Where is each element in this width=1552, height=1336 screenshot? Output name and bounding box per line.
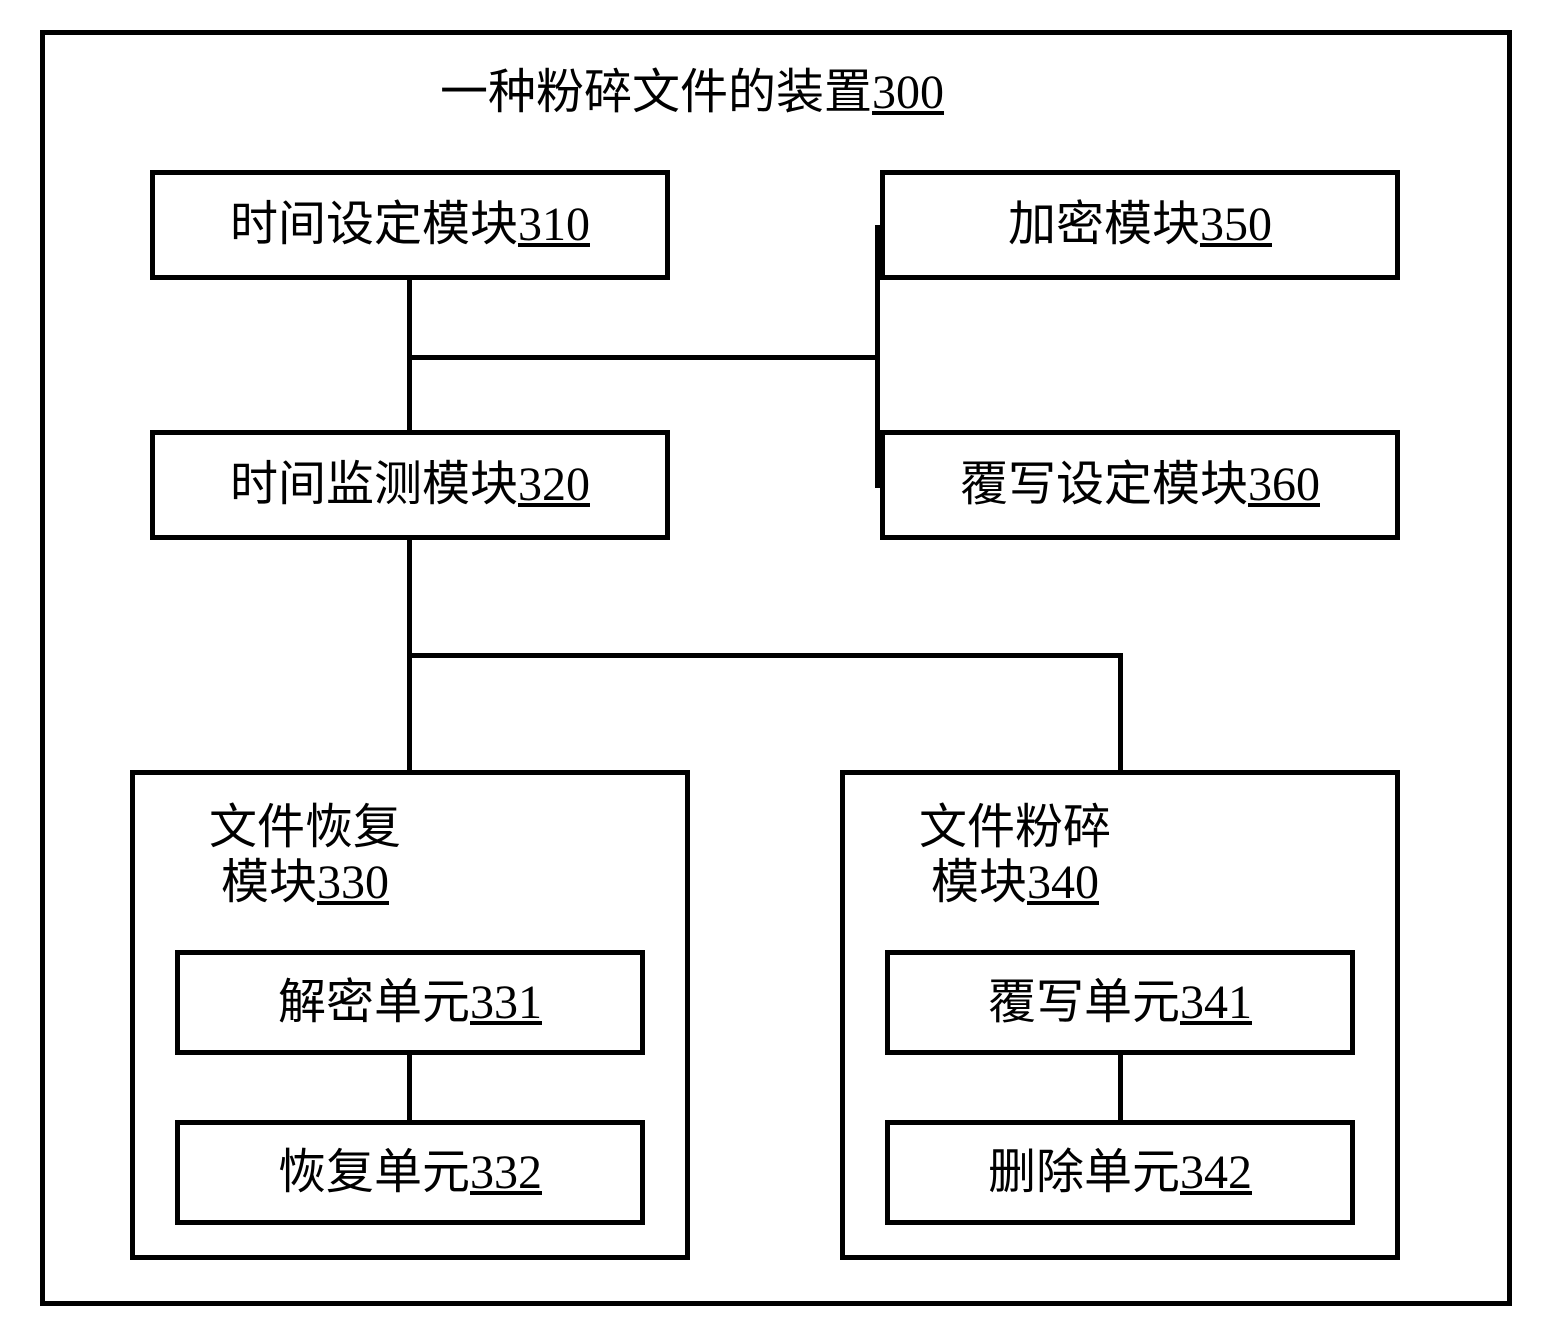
module-340-label-a: 文件粉碎 (919, 801, 1111, 854)
module-320: 时间监测模块320 (150, 430, 670, 540)
module-350-num: 350 (1200, 198, 1272, 251)
module-340-num: 340 (1027, 856, 1099, 909)
module-360: 覆写设定模块360 (880, 430, 1400, 540)
unit-341-num: 341 (1180, 976, 1252, 1029)
connector (407, 653, 1123, 658)
module-360-num: 360 (1248, 458, 1320, 511)
module-310-num: 310 (518, 198, 590, 251)
unit-331-label: 解密单元 (278, 976, 470, 1029)
connector (1118, 653, 1123, 770)
module-330-label-a: 文件恢复 (209, 801, 401, 854)
diagram-canvas: 一种粉碎文件的装置300 时间设定模块310 时间监测模块320 加密模块350… (0, 0, 1552, 1336)
module-330-num: 330 (317, 856, 389, 909)
unit-342-num: 342 (1180, 1146, 1252, 1199)
module-310-label: 时间设定模块 (230, 198, 518, 251)
unit-342: 删除单元342 (885, 1120, 1355, 1225)
title-text: 一种粉碎文件的装置 (440, 66, 872, 119)
unit-331: 解密单元331 (175, 950, 645, 1055)
unit-341-label: 覆写单元 (988, 976, 1180, 1029)
unit-332: 恢复单元332 (175, 1120, 645, 1225)
module-330-label-b: 模块 (221, 856, 317, 909)
unit-332-num: 332 (470, 1146, 542, 1199)
module-340-label: 文件粉碎 模块340 (885, 800, 1145, 910)
module-320-num: 320 (518, 458, 590, 511)
unit-332-label: 恢复单元 (278, 1146, 470, 1199)
unit-331-num: 331 (470, 976, 542, 1029)
module-320-label: 时间监测模块 (230, 458, 518, 511)
diagram-title: 一种粉碎文件的装置300 (440, 65, 944, 120)
module-350: 加密模块350 (880, 170, 1400, 280)
unit-341: 覆写单元341 (885, 950, 1355, 1055)
module-330-label: 文件恢复 模块330 (175, 800, 435, 910)
connector (407, 653, 412, 770)
connector (407, 540, 412, 658)
module-310: 时间设定模块310 (150, 170, 670, 280)
module-350-label: 加密模块 (1008, 198, 1200, 251)
module-360-label: 覆写设定模块 (960, 458, 1248, 511)
module-340-label-b: 模块 (931, 856, 1027, 909)
connector (407, 355, 880, 360)
title-number: 300 (872, 66, 944, 119)
unit-342-label: 删除单元 (988, 1146, 1180, 1199)
